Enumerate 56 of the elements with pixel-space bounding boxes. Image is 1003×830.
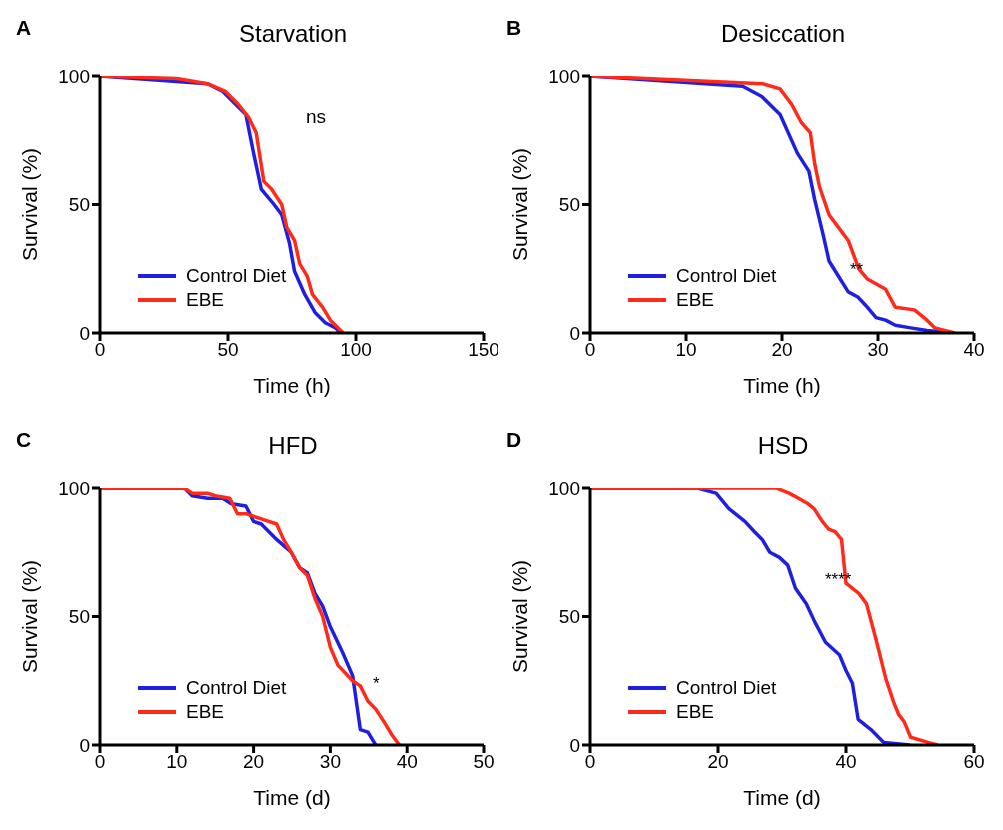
x-tick-label: 30	[867, 339, 889, 361]
legend-label: Control Diet	[186, 264, 287, 288]
annotation: *	[373, 674, 380, 694]
legend-label: Control Diet	[676, 676, 777, 700]
x-tick-label: 0	[584, 751, 596, 773]
annotation: ns	[306, 106, 327, 128]
chart-title: Desiccation	[719, 20, 847, 48]
legend-label: Control Diet	[676, 264, 777, 288]
x-axis-title: Time (d)	[253, 786, 331, 809]
x-axis-title: Time (h)	[253, 374, 331, 397]
x-tick-label: 40	[963, 339, 985, 361]
legend-label: EBE	[186, 700, 225, 724]
legend-label: EBE	[676, 700, 715, 724]
y-tick-label: 0	[79, 322, 90, 344]
x-tick-label: 20	[243, 751, 265, 773]
y-tick-label: 0	[79, 734, 90, 756]
x-tick-label: 10	[675, 339, 697, 361]
legend-label: Control Diet	[186, 676, 287, 700]
text: D	[506, 428, 522, 452]
x-tick-label: 60	[963, 751, 985, 773]
y-tick-label: 50	[558, 606, 580, 628]
x-tick-label: 30	[319, 751, 341, 773]
chart-title: Starvation	[237, 20, 349, 48]
y-axis-title: Survival (%)	[508, 559, 532, 674]
chart-title: HSD	[756, 432, 810, 460]
x-axis-title: Time (h)	[743, 374, 821, 397]
x-axis-title: Time (d)	[743, 786, 821, 809]
y-tick-label: 50	[558, 194, 580, 216]
x-tick-label: 50	[217, 339, 239, 361]
x-tick-label: 20	[707, 751, 729, 773]
y-axis-title: Survival (%)	[18, 147, 42, 262]
chart-title: HFD	[267, 432, 319, 460]
y-tick-label: 100	[58, 65, 90, 87]
y-axis-title: Survival (%)	[18, 559, 42, 674]
x-tick-label: 10	[166, 751, 188, 773]
x-tick-label: 0	[94, 339, 106, 361]
x-tick-label: 100	[340, 339, 372, 361]
y-tick-label: 100	[58, 477, 90, 499]
y-tick-label: 50	[68, 194, 90, 216]
y-tick-label: 100	[548, 65, 580, 87]
text: C	[16, 428, 32, 452]
y-tick-label: 0	[569, 734, 580, 756]
legend-label: EBE	[676, 288, 715, 312]
y-tick-label: 100	[548, 477, 580, 499]
y-tick-label: 50	[68, 606, 90, 628]
x-tick-label: 0	[94, 751, 106, 773]
text: B	[506, 16, 522, 40]
legend-label: EBE	[186, 288, 225, 312]
y-tick-label: 0	[569, 322, 580, 344]
x-tick-label: 40	[396, 751, 418, 773]
x-tick-label: 20	[771, 339, 793, 361]
x-tick-label: 0	[584, 339, 596, 361]
x-tick-label: 50	[473, 751, 495, 773]
y-axis-title: Survival (%)	[508, 147, 532, 262]
x-tick-label: 40	[835, 751, 857, 773]
text: A	[16, 16, 32, 40]
